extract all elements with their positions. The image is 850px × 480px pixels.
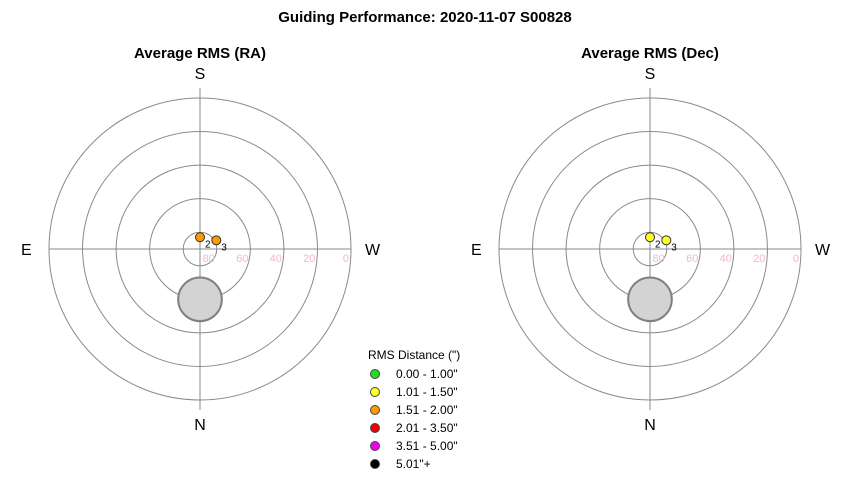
legend-swatch xyxy=(370,369,380,379)
polar-plot-1: 80 60 40 20 0 S N E W 2 3 xyxy=(471,66,831,434)
radial-tick-label: 20 xyxy=(753,253,765,265)
data-point-label: 3 xyxy=(221,242,227,253)
data-point xyxy=(645,232,655,243)
radial-tick-label: 40 xyxy=(720,253,732,265)
direction-label-bottom: N xyxy=(194,417,206,434)
legend-swatch xyxy=(370,387,380,397)
direction-label-top: S xyxy=(195,66,206,83)
data-point xyxy=(195,232,205,243)
legend-label: 3.51 - 5.00" xyxy=(396,439,458,453)
legend-label: 5.01"+ xyxy=(396,457,431,471)
data-point xyxy=(211,235,222,246)
legend-item: 3.51 - 5.00" xyxy=(368,437,488,455)
radial-tick-label: 60 xyxy=(236,253,248,265)
legend-item: 5.01"+ xyxy=(368,455,488,473)
data-point-label: 2 xyxy=(205,239,211,250)
direction-label-right: W xyxy=(365,242,381,259)
legend-item: 0.00 - 1.00" xyxy=(368,365,488,383)
legend-label: 1.51 - 2.00" xyxy=(396,403,458,417)
legend-label: 2.01 - 3.50" xyxy=(396,421,458,435)
radial-tick-label: 0 xyxy=(343,253,349,265)
legend-swatch xyxy=(370,459,380,469)
direction-label-right: W xyxy=(815,242,831,259)
legend-swatch xyxy=(370,405,380,415)
radial-tick-label: 80 xyxy=(653,253,665,265)
direction-label-bottom: N xyxy=(644,417,656,434)
legend-swatch xyxy=(370,441,380,451)
data-point-label: 2 xyxy=(655,239,661,250)
legend-item: 1.01 - 1.50" xyxy=(368,383,488,401)
direction-label-left: E xyxy=(471,242,482,259)
legend-item: 1.51 - 2.00" xyxy=(368,401,488,419)
legend-label: 0.00 - 1.00" xyxy=(396,367,458,381)
legend: RMS Distance (") 0.00 - 1.00" 1.01 - 1.50… xyxy=(368,348,488,473)
data-point xyxy=(661,235,672,246)
obstruction-disk xyxy=(627,276,673,323)
legend-swatch xyxy=(370,423,380,433)
direction-label-left: E xyxy=(21,242,32,259)
legend-label: 1.01 - 1.50" xyxy=(396,385,458,399)
polar-plot-0: 80 60 40 20 0 S N E W 2 3 xyxy=(21,66,381,434)
chart-title: Guiding Performance: 2020-11-07 S00828 xyxy=(278,9,572,26)
radial-tick-label: 60 xyxy=(686,253,698,265)
legend-item: 2.01 - 3.50" xyxy=(368,419,488,437)
direction-label-top: S xyxy=(645,66,656,83)
radial-tick-label: 20 xyxy=(303,253,315,265)
radial-tick-label: 80 xyxy=(203,253,215,265)
data-point-label: 3 xyxy=(671,242,677,253)
ra-plot-title: Average RMS (RA) xyxy=(134,45,266,62)
radial-tick-label: 0 xyxy=(793,253,799,265)
obstruction-disk xyxy=(177,276,223,323)
radial-tick-label: 40 xyxy=(270,253,282,265)
dec-plot-title: Average RMS (Dec) xyxy=(581,45,719,62)
legend-title: RMS Distance (") xyxy=(368,348,461,362)
